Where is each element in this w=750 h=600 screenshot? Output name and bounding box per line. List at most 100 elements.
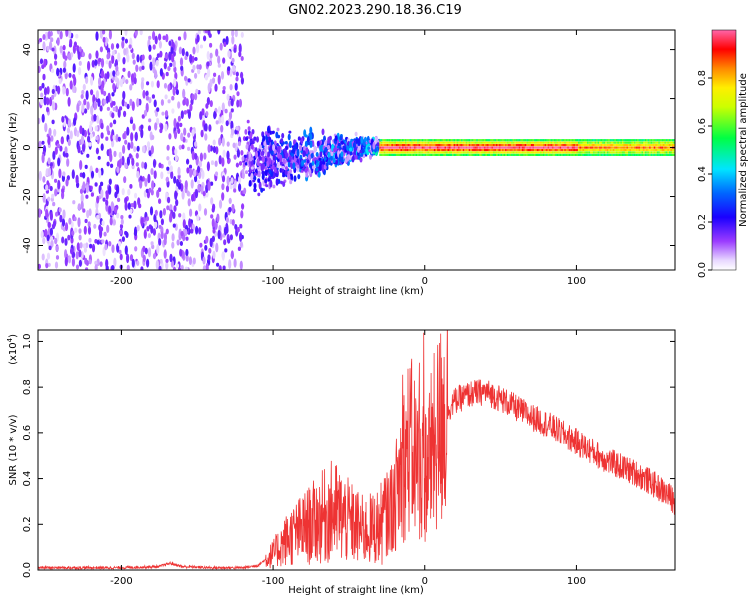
spectrogram-cell xyxy=(497,144,500,147)
spectrogram-cell xyxy=(442,146,445,149)
spectrogram-cell xyxy=(640,146,642,149)
spectrogram-cell xyxy=(38,170,42,181)
spectrogram-cell xyxy=(435,146,437,149)
spectrogram-cell xyxy=(100,122,104,130)
spectrogram-cell xyxy=(634,144,636,147)
spectrogram-cell xyxy=(106,71,110,79)
spectrogram-cell xyxy=(479,151,481,154)
spectrogram-cell xyxy=(655,151,657,154)
spectrogram-cell xyxy=(51,94,55,100)
spectrogram-cell xyxy=(612,153,615,156)
spectrogram-cell xyxy=(570,146,572,149)
spectrogram-cell xyxy=(234,224,238,230)
spectrogram-cell xyxy=(628,148,630,152)
spectrogram-cell xyxy=(102,36,106,43)
spectrogram-cell xyxy=(198,160,202,168)
spectrogram-cell xyxy=(433,141,436,144)
spectrogram-cell xyxy=(514,148,516,152)
spectrogram-cell xyxy=(672,144,674,147)
spectrogram-cell xyxy=(500,146,503,149)
spectrogram-cell xyxy=(258,181,262,190)
spectrogram-cell xyxy=(459,146,462,149)
colorbar-tick-label: 0.4 xyxy=(697,166,708,182)
spectrogram-cell xyxy=(209,42,213,48)
spectrogram-cell xyxy=(54,188,58,197)
spectrogram-cell xyxy=(655,139,657,142)
spectrogram-cell xyxy=(153,99,157,108)
spectrogram-cell xyxy=(468,151,471,154)
spectrogram-cell xyxy=(599,144,601,147)
spectrogram-cell xyxy=(119,78,123,88)
spectrogram-cell xyxy=(170,47,174,54)
spectrogram-cell xyxy=(228,111,233,120)
spectrogram-cell xyxy=(477,144,480,147)
spectrogram-cell xyxy=(547,144,550,147)
spectrogram-cell xyxy=(95,90,99,100)
spectrogram-cell xyxy=(260,163,264,172)
spectrogram-cell xyxy=(380,146,383,149)
spectrogram-cell xyxy=(264,166,268,171)
spectrogram-cell xyxy=(95,147,99,155)
spectrogram-cell xyxy=(587,139,589,142)
spectrogram-cell xyxy=(209,145,213,152)
spectrogram-cell xyxy=(488,148,491,152)
spectrogram-cell xyxy=(235,126,239,131)
spectrogram-cell xyxy=(171,108,175,114)
spectrogram-cell xyxy=(623,148,625,152)
spectrogram-cell xyxy=(58,168,62,179)
spectrogram-cell xyxy=(321,128,325,136)
spectrogram-cell xyxy=(637,146,639,149)
spectrogram-cell xyxy=(136,97,140,108)
spectrogram-cell xyxy=(517,151,519,154)
spectrogram-cell xyxy=(186,158,190,165)
spectrogram-cell xyxy=(59,145,63,152)
spectrogram-cell xyxy=(95,31,99,41)
spectrogram-cell xyxy=(511,141,513,144)
spectrogram-cell xyxy=(400,151,403,154)
snr-marks xyxy=(38,330,675,570)
spectrogram-cell xyxy=(665,148,668,152)
spectrogram-cell xyxy=(194,141,198,148)
spectrogram-cell xyxy=(518,146,521,149)
spectrogram-cell xyxy=(318,164,322,172)
spectrogram-cell xyxy=(644,144,647,147)
spectrogram-cell xyxy=(655,146,657,149)
spectrogram-cell xyxy=(427,146,430,149)
spectrogram-cell xyxy=(517,153,519,156)
spectrogram-cell xyxy=(587,148,589,152)
spectrogram-cell xyxy=(173,205,177,212)
spectrogram-cell xyxy=(477,148,480,152)
spectrogram-cell xyxy=(444,144,447,147)
spectrogram-cell xyxy=(506,148,509,152)
spectrogram-cell xyxy=(217,30,221,35)
spectrogram-cell xyxy=(612,139,615,142)
spectrogram-cell xyxy=(81,184,85,190)
spectrogram-cell xyxy=(552,146,554,149)
spectrogram-cell xyxy=(647,153,650,156)
spectrogram-cell xyxy=(59,45,63,54)
spectrogram-cell xyxy=(518,144,521,147)
spectrogram-cell xyxy=(449,144,451,147)
spectrogram-cell xyxy=(54,261,59,269)
spectrogram-cell xyxy=(49,185,53,192)
spectrogram-cell xyxy=(272,154,276,161)
spectrogram-cell xyxy=(385,151,387,154)
spectrogram-cell xyxy=(650,141,653,144)
spectrogram-cell xyxy=(632,151,635,154)
spectrogram-cell xyxy=(59,30,63,40)
spectrogram-cell xyxy=(203,35,207,42)
spectrogram-cell xyxy=(667,148,669,152)
spectrogram-cell xyxy=(579,153,581,156)
spectrogram-cell xyxy=(146,258,150,268)
spectrogram-cell xyxy=(190,98,194,106)
spectrogram-cell xyxy=(624,151,627,154)
spectrogram-cell xyxy=(594,139,597,142)
spectrogram-cell xyxy=(303,159,307,163)
spectrogram-cell xyxy=(655,144,657,147)
spectrogram-cell xyxy=(47,196,51,202)
spectrogram-cell xyxy=(468,144,471,147)
spectrogram-cell xyxy=(154,35,158,45)
spectrogram-cell xyxy=(379,151,381,154)
spectrogram-cell xyxy=(518,141,521,144)
